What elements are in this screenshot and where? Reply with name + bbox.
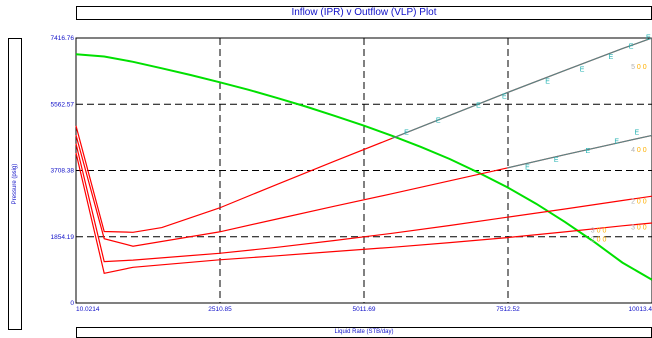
e-marker: E (554, 157, 559, 164)
vlp-curve (75, 143, 652, 263)
y-tick-label: 7416.76 (51, 35, 75, 42)
e-marker: E (634, 129, 639, 136)
e-marker: E (476, 103, 481, 110)
y-axis-label-box: Pressure (psig) (8, 38, 22, 330)
series-layer (75, 37, 652, 281)
x-tick-label: 10.0214 (76, 306, 100, 313)
x-axis-label: Liquid Rate (STB/day) (334, 329, 394, 335)
x-tick-label: 5011.69 (352, 306, 375, 313)
number-marker: 4 0 0 (631, 147, 647, 154)
number-marker: 3 0 0 (631, 224, 647, 231)
vlp-marker-segment (391, 37, 652, 139)
x-tick-label: 10013.4 (629, 306, 652, 313)
y-tick-label: 1854.19 (51, 234, 75, 241)
vlp-curve (75, 152, 652, 275)
number-marker: 2 0 0 (591, 237, 607, 244)
chart-title-text: Inflow (IPR) v Outflow (VLP) Plot (291, 7, 437, 18)
x-tick-label: 2510.85 (208, 306, 232, 313)
e-marker: E (629, 44, 634, 51)
x-tick-label: 7512.52 (496, 306, 520, 313)
ipr-curve (75, 53, 652, 281)
number-marker: 5 0 0 (631, 64, 647, 71)
number-marker: 2 0 0 (631, 198, 647, 205)
e-marker: E (436, 118, 441, 125)
y-tick-label: 3708.38 (51, 168, 75, 175)
e-marker: E (502, 94, 507, 101)
e-marker: E (545, 79, 550, 86)
y-tick-label: 0 (70, 300, 74, 307)
e-marker: E (586, 148, 591, 155)
e-marker: E (646, 34, 651, 41)
e-marker: E (580, 66, 585, 73)
marker-layer: E E E E E E E E E E E E E E 5 0 0 4 0 0 2 0 0 3 0 0 3 0 0 2… (404, 34, 651, 243)
vlp-marker-segment (507, 134, 652, 169)
tick-layer: 10.0214 2510.85 5011.69 7512.52 10013.4 0 1854… (51, 35, 652, 313)
e-marker: E (609, 54, 614, 61)
number-marker: 3 0 0 (591, 227, 607, 234)
e-marker: E (404, 129, 409, 136)
y-tick-label: 5562.57 (51, 101, 75, 108)
e-marker: E (614, 139, 619, 146)
e-marker: E (525, 165, 530, 172)
